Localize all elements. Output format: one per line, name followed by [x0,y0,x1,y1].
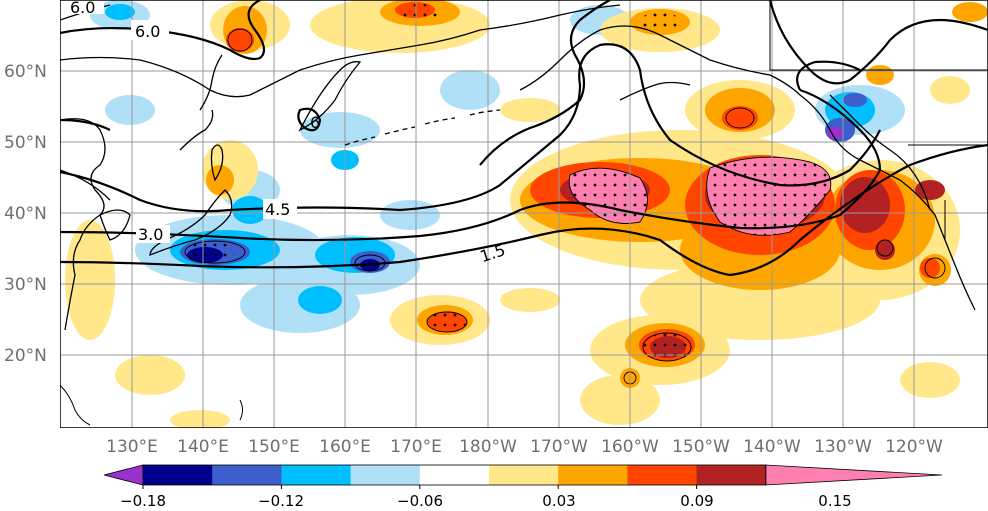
lon-label-160w: 160°W [601,437,659,457]
colorbar-segment [281,465,352,485]
lon-label-150w: 150°W [672,437,730,457]
lon-label-140e: 140°E [177,437,229,457]
colorbar-segment [489,465,559,485]
lat-label-40n: 40°N [4,204,47,224]
contour-label-4-5: 4.5 [265,200,290,219]
lon-label-130e: 130°E [106,437,158,457]
colorbar-extend-low [103,464,144,486]
lat-label-60n: 60°N [4,62,47,82]
colorbar-segment [558,465,628,485]
contour-label-6-small: 6 [310,113,320,132]
lon-label-170e: 170°E [390,437,442,457]
lat-label-50n: 50°N [4,133,47,153]
colorbar-tick-neg018: −0.18 [120,492,166,510]
contour-label-3-0: 3.0 [138,225,163,244]
lon-label-150e: 150°E [248,437,300,457]
longitude-labels: 130°E 140°E 150°E 160°E 170°E 180°W 170°… [106,437,943,457]
colorbar-tick-009: 0.09 [680,492,713,510]
lon-label-140w: 140°W [743,437,801,457]
lon-label-170w: 170°W [530,437,588,457]
map-panel: 6.0 6.0 6 4.5 3.0 1.5 [60,0,988,428]
colorbar-segment [696,465,767,485]
lat-label-30n: 30°N [4,275,47,295]
contour-labels: 6.0 6.0 6 4.5 3.0 1.5 [66,0,508,266]
lat-label-20n: 20°N [4,346,47,366]
colorbar-tick-015: 0.15 [818,492,851,510]
latitude-labels: 60°N 50°N 40°N 30°N 20°N [4,62,47,366]
colorbar-tick-neg006: −0.06 [397,492,443,510]
graticule [60,0,988,428]
colorbar-segment [350,465,421,485]
lon-label-160e: 160°E [319,437,371,457]
colorbar-tick-003: 0.03 [542,492,575,510]
colorbar-segment [419,465,490,485]
lon-label-120w: 120°W [885,437,943,457]
colorbar-segment [627,465,698,485]
colorbar-segment [212,465,282,485]
contour-lines [60,0,988,277]
lon-label-180w: 180°W [459,437,517,457]
colorbar-extend-high [765,464,943,486]
significance-stipple [185,4,831,361]
lon-label-130w: 130°W [814,437,872,457]
colorbar-tick-labels: −0.18 −0.12 −0.06 0.03 0.09 0.15 [120,492,852,510]
colorbar [103,464,943,489]
colorbar-tick-neg012: −0.12 [258,492,304,510]
contour-label-6: 6.0 [135,22,160,41]
contour-label-6-topleft: 6.0 [70,0,95,17]
colorbar-segment [143,465,213,485]
colorbar-frame [142,464,767,486]
